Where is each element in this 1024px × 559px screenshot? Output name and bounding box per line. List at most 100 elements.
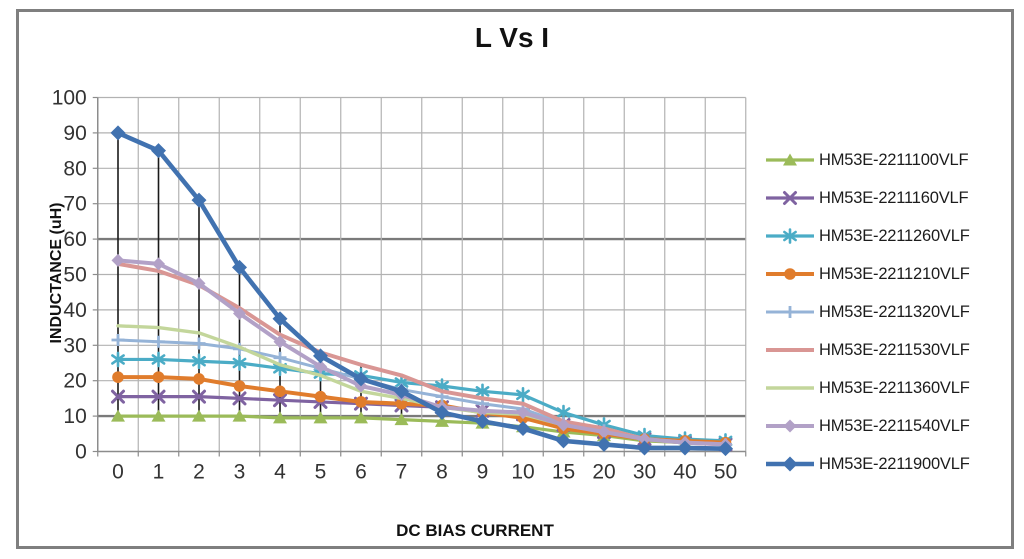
y-tick-label: 30 xyxy=(63,334,86,357)
data-point-marker xyxy=(596,436,612,452)
data-point-marker xyxy=(274,385,286,398)
x-tick-label: 7 xyxy=(396,461,408,484)
chart-title: L Vs I xyxy=(474,22,550,53)
data-point-marker xyxy=(783,419,797,433)
legend-label: HM53E-2211100VLF xyxy=(819,150,969,169)
data-point-marker xyxy=(637,440,652,456)
legend-item: HM53E-2211320VLF xyxy=(764,293,970,331)
y-tick-label: 40 xyxy=(63,299,86,322)
y-tick-label: 90 xyxy=(63,122,86,145)
data-point-marker xyxy=(111,333,125,346)
x-tick-label: 10 xyxy=(511,461,534,484)
x-tick-label: 9 xyxy=(477,461,489,484)
data-point-marker xyxy=(515,420,531,436)
legend-item: HM53E-2211530VLF xyxy=(764,331,970,369)
y-tick-label: 80 xyxy=(63,157,86,180)
x-tick-label: 4 xyxy=(274,461,286,484)
data-point-marker xyxy=(192,353,206,370)
y-tick-label: 0 xyxy=(75,441,87,464)
y-tick-label: 50 xyxy=(63,264,86,287)
legend: HM53E-2211100VLF HM53E-2211160VLF HM53E-22… xyxy=(764,141,970,483)
legend-item: HM53E-2211540VLF xyxy=(764,407,970,445)
x-tick-label: 40 xyxy=(673,461,696,484)
x-tick-label: 50 xyxy=(714,461,737,484)
data-point-marker xyxy=(152,335,165,348)
data-point-marker xyxy=(394,383,409,399)
data-point-marker xyxy=(232,391,247,406)
data-point-marker xyxy=(273,351,287,364)
series-line xyxy=(115,130,728,451)
data-point-marker xyxy=(193,373,205,385)
data-point-marker xyxy=(111,389,125,404)
legend-label: HM53E-2211360VLF xyxy=(819,378,970,397)
x-tick-label: 6 xyxy=(355,461,367,484)
data-point-marker xyxy=(475,413,490,429)
data-point-marker xyxy=(232,355,247,371)
data-point-marker xyxy=(233,380,246,392)
legend-marker-icon xyxy=(766,456,814,472)
data-point-marker xyxy=(152,371,165,383)
data-point-marker xyxy=(192,276,206,290)
x-tick-label: 8 xyxy=(436,461,448,484)
data-point-marker xyxy=(272,311,288,327)
data-point-marker xyxy=(782,456,798,472)
data-point-marker xyxy=(556,404,571,421)
data-point-marker xyxy=(783,153,797,166)
legend-marker-icon xyxy=(766,306,814,318)
data-point-marker xyxy=(151,389,166,404)
data-point-marker xyxy=(638,432,651,446)
data-point-marker xyxy=(112,371,124,383)
data-point-marker xyxy=(152,257,165,271)
y-tick-label: 100 xyxy=(52,87,87,110)
data-point-marker xyxy=(192,389,206,404)
data-point-marker xyxy=(192,337,206,350)
legend-label: HM53E-2211540VLF xyxy=(819,416,970,435)
chart-frame-border xyxy=(16,9,1014,549)
data-point-marker xyxy=(395,397,408,410)
x-tick-label: 3 xyxy=(234,461,246,484)
data-point-marker xyxy=(784,268,796,280)
data-point-marker xyxy=(273,411,287,424)
data-point-marker xyxy=(273,335,287,349)
data-point-marker xyxy=(191,192,207,208)
data-point-marker xyxy=(435,414,449,427)
legend-label: HM53E-2211900VLF xyxy=(819,454,970,473)
x-tick-label: 1 xyxy=(153,461,165,484)
legend-marker-icon xyxy=(766,348,814,352)
y-tick-label: 60 xyxy=(63,228,86,251)
data-point-marker xyxy=(151,351,166,368)
x-tick-label: 30 xyxy=(633,461,656,484)
data-point-marker xyxy=(434,405,450,421)
data-point-marker xyxy=(516,387,530,403)
data-point-marker xyxy=(597,425,611,439)
data-point-marker xyxy=(111,253,125,267)
legend-marker-icon xyxy=(766,153,814,166)
data-point-marker xyxy=(476,404,489,418)
x-tick-label: 5 xyxy=(315,461,327,484)
x-tick-label: 20 xyxy=(592,461,615,484)
x-tick-label: 15 xyxy=(552,461,575,484)
legend-marker-icon xyxy=(766,419,814,433)
data-point-marker xyxy=(111,351,125,368)
data-point-marker xyxy=(394,413,409,426)
data-point-marker xyxy=(783,228,797,244)
legend-item: HM53E-2211160VLF xyxy=(764,179,970,217)
legend-item: HM53E-2211900VLF xyxy=(764,445,970,483)
data-point-marker xyxy=(232,409,247,422)
x-axis-title: DC BIAS CURRENT xyxy=(396,521,554,540)
data-point-marker xyxy=(355,396,367,408)
legend-label: HM53E-2211320VLF xyxy=(819,302,970,321)
legend-marker-icon xyxy=(766,386,814,390)
data-point-marker xyxy=(192,409,206,422)
legend-label: HM53E-2211210VLF xyxy=(819,264,970,283)
data-point-marker xyxy=(110,125,126,141)
legend-item: HM53E-2211210VLF xyxy=(764,255,970,293)
legend-marker-icon xyxy=(766,228,814,244)
legend-item: HM53E-2211100VLF xyxy=(764,141,970,179)
data-point-marker xyxy=(313,348,328,364)
data-point-marker xyxy=(273,393,287,408)
legend-item: HM53E-2211360VLF xyxy=(764,369,970,407)
data-point-marker xyxy=(111,409,125,422)
